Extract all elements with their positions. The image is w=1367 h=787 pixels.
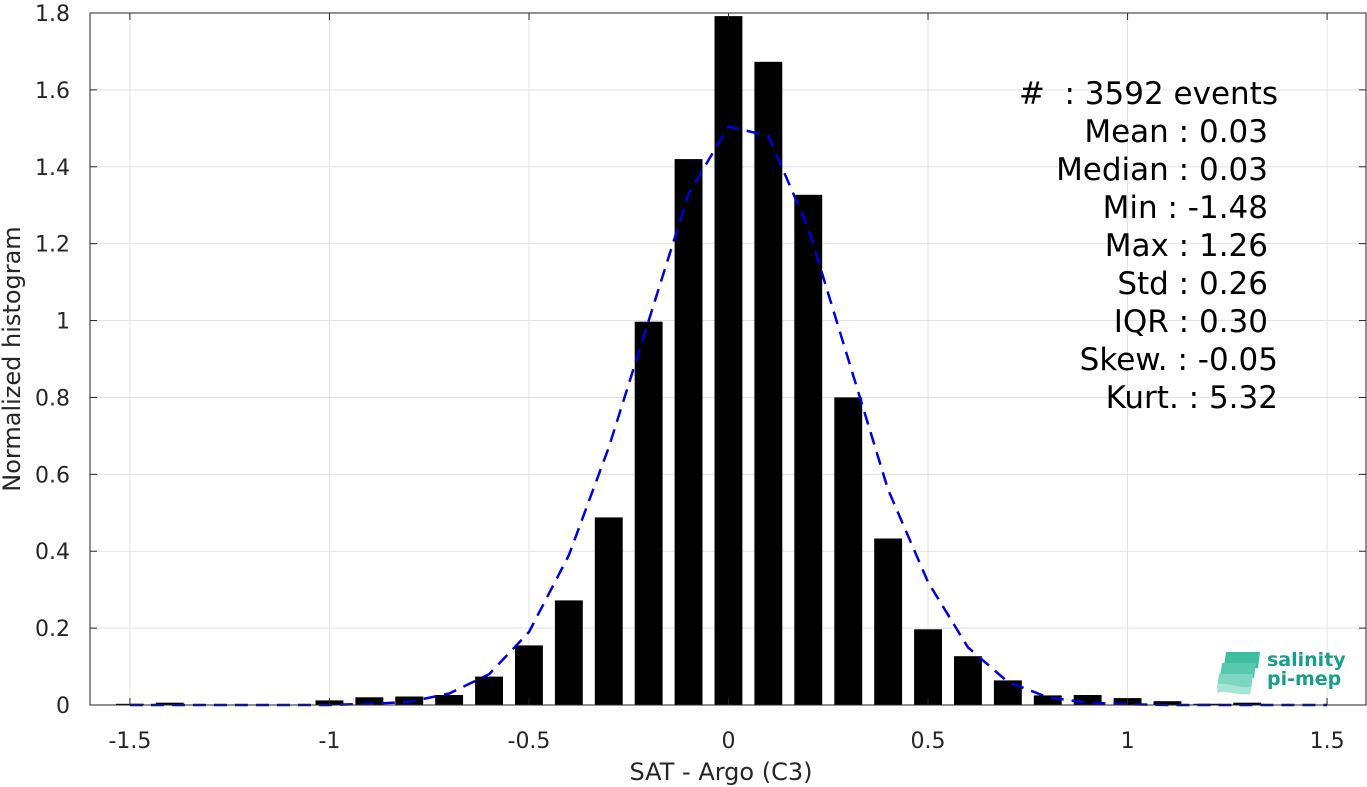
x-tick-label: -1.5 [108, 729, 151, 754]
histogram-bar [1033, 695, 1062, 705]
stat-line: Min : -1.48 [1103, 190, 1268, 226]
histogram-bar [515, 645, 543, 705]
y-axis-title: Normalized histogram [0, 226, 26, 491]
stat-line: Std : 0.26 [1117, 266, 1268, 302]
histogram-bar [594, 517, 623, 705]
logo-waves-icon [1217, 652, 1260, 695]
histogram-bar [634, 321, 663, 705]
x-tick-label: 0 [722, 729, 736, 754]
histogram-bar [874, 538, 903, 705]
y-tick-label: 0.8 [35, 386, 70, 411]
histogram-bar [674, 159, 703, 706]
y-tick-label: 1 [56, 310, 70, 335]
x-tick-label: 0.5 [911, 729, 946, 754]
x-axis-title: SAT - Argo (C3) [630, 758, 813, 786]
histogram-bar [834, 397, 863, 705]
histogram-bar [754, 61, 783, 706]
histogram-bar [954, 656, 982, 705]
y-tick-label: 1.4 [35, 156, 70, 181]
histogram-bars [115, 16, 1262, 706]
histogram-bar [435, 695, 464, 705]
y-tick-label: 1.6 [35, 79, 70, 104]
stat-line: # : 3592 events [1019, 76, 1278, 112]
histogram-bar [993, 680, 1022, 705]
histogram-bar [1153, 701, 1182, 705]
x-tick-label: -0.5 [508, 729, 551, 754]
histogram-bar [554, 600, 583, 705]
stat-line: Median : 0.03 [1056, 152, 1268, 188]
histogram-bar [714, 16, 743, 706]
histogram-bar [355, 697, 384, 705]
stat-line: Kurt. : 5.32 [1106, 380, 1278, 416]
x-tick-label: -1 [318, 729, 340, 754]
axis-ticks: -1.5 -1 -0.5 0 0.5 1 1.5 0 0.2 0.4 0.6 0.8 1 1.2 1.4 1.… [35, 2, 1366, 754]
y-tick-label: 0.4 [35, 540, 70, 565]
x-tick-label: 1.5 [1310, 729, 1345, 754]
stat-line: Mean : 0.03 [1084, 114, 1268, 150]
y-tick-label: 0 [56, 694, 70, 719]
histogram-bar [794, 194, 823, 706]
stat-line: Skew. : -0.05 [1080, 342, 1278, 378]
y-tick-label: 0.6 [35, 463, 70, 488]
histogram-bar [914, 629, 942, 705]
stat-line: Max : 1.26 [1105, 228, 1268, 264]
y-tick-label: 1.8 [35, 2, 70, 27]
salinity-pi-mep-logo: salinity pi-mep [1217, 649, 1346, 695]
stat-line: IQR : 0.30 [1114, 304, 1268, 340]
y-tick-label: 0.2 [35, 617, 70, 642]
histogram-bar [1073, 695, 1102, 705]
x-tick-label: 1 [1121, 729, 1135, 754]
logo-text-line1: salinity [1267, 649, 1346, 671]
histogram-bar [475, 676, 503, 705]
y-tick-label: 1.2 [35, 233, 70, 258]
logo-text-line2: pi-mep [1267, 668, 1341, 690]
histogram-bar [155, 702, 184, 705]
